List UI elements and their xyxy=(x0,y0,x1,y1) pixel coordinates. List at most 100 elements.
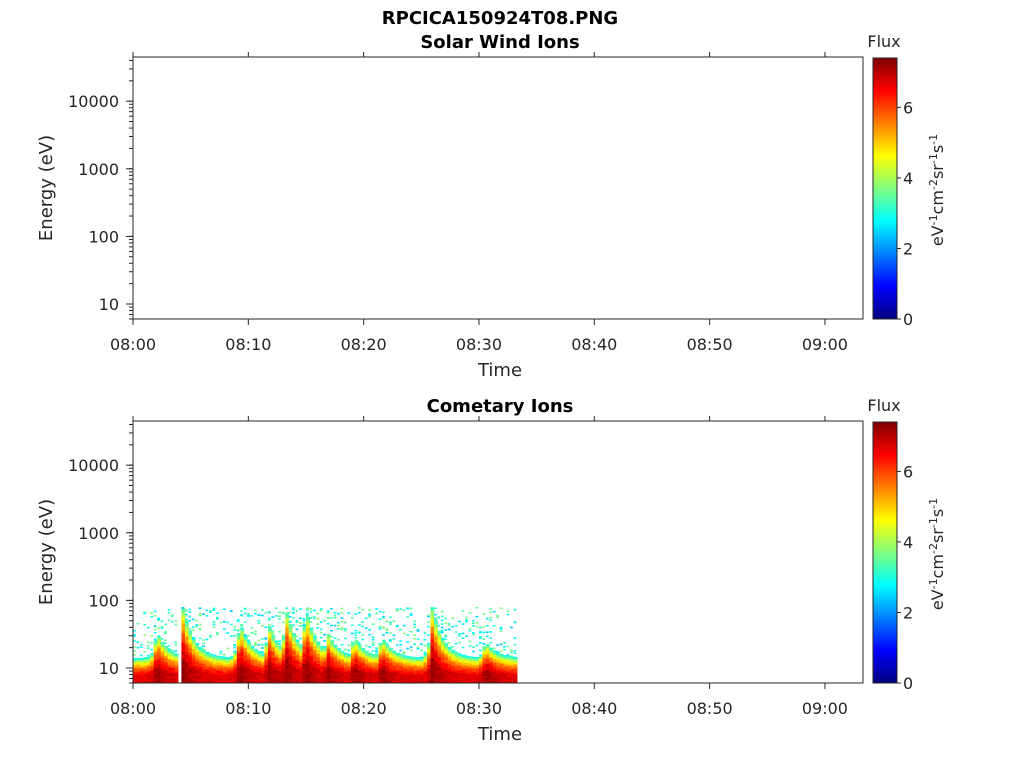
spectrogram-cell xyxy=(247,613,250,615)
spectrogram-cell xyxy=(229,610,233,612)
spectrogram-cell xyxy=(257,669,262,672)
spectrogram-cell xyxy=(236,653,241,657)
spectrogram-cell xyxy=(261,679,265,681)
spectrogram-cell xyxy=(319,676,324,679)
spectrogram-cell xyxy=(472,678,476,681)
spectrogram-cell xyxy=(340,607,344,610)
spectrogram-cell xyxy=(496,676,501,679)
spectrogram-cell xyxy=(174,659,179,662)
spectrogram-cell xyxy=(330,681,335,683)
spectrogram-cell xyxy=(499,669,504,672)
spectrogram-cell xyxy=(368,664,373,666)
spectrogram-cell xyxy=(451,652,456,655)
spectrogram-cell xyxy=(319,631,323,634)
spectrogram-cell xyxy=(406,672,411,675)
spectrogram-cell xyxy=(153,650,158,654)
spectrogram-cell xyxy=(143,663,148,666)
spectrogram-cell xyxy=(195,619,198,622)
spectrogram-cell xyxy=(375,680,380,683)
spectrogram-cell xyxy=(195,625,198,628)
spectrogram-cell xyxy=(292,653,297,657)
spectrogram-cell xyxy=(171,676,175,679)
spectrogram-cell xyxy=(288,675,293,679)
spectrogram-cell xyxy=(274,648,279,651)
spectrogram-cell xyxy=(433,625,438,629)
spectrogram-cell xyxy=(323,649,328,652)
spectrogram-cell xyxy=(285,656,290,660)
spectrogram-cell xyxy=(271,645,276,648)
spectrogram-cell xyxy=(174,623,178,626)
spectrogram-cell xyxy=(153,638,157,640)
spectrogram-cell xyxy=(416,678,421,681)
spectrogram-cell xyxy=(489,611,493,614)
spectrogram-cell xyxy=(267,664,272,668)
spectrogram-cell xyxy=(274,649,279,652)
spectrogram-cell xyxy=(344,669,348,671)
spectrogram-cell xyxy=(171,675,175,677)
spectrogram-cell xyxy=(496,653,501,656)
spectrogram-cell xyxy=(309,639,314,642)
spectrogram-cell xyxy=(299,658,303,661)
spectrogram-cell xyxy=(219,669,224,672)
spectrogram-cell xyxy=(496,660,501,662)
spectrogram-cell xyxy=(312,637,317,640)
spectrogram-cell xyxy=(195,672,200,676)
spectrogram-cell xyxy=(458,676,463,679)
spectrogram-cell xyxy=(240,639,245,642)
spectrogram-cell xyxy=(399,666,404,668)
spectrogram-cell xyxy=(399,674,404,677)
spectrogram-cell xyxy=(212,662,217,665)
spectrogram-cell xyxy=(399,681,404,683)
spectrogram-cell xyxy=(219,667,224,669)
spectrogram-cell xyxy=(243,679,248,682)
spectrogram-cell xyxy=(184,677,189,681)
spectrogram-cell xyxy=(375,671,380,674)
spectrogram-cell xyxy=(482,651,487,654)
spectrogram-cell xyxy=(447,641,451,644)
spectrogram-cell xyxy=(344,672,348,675)
spectrogram-cell xyxy=(357,660,362,663)
spectrogram-cell xyxy=(447,657,452,660)
spectrogram-cell xyxy=(271,669,276,672)
spectrogram-cell xyxy=(160,653,165,656)
spectrogram-cell xyxy=(375,663,380,666)
spectrogram-cell xyxy=(499,659,504,662)
spectrogram-cell xyxy=(150,656,155,659)
spectrogram-cell xyxy=(150,677,155,680)
spectrogram-cell xyxy=(465,661,469,663)
spectrogram-cell xyxy=(364,657,369,660)
spectrogram-cell xyxy=(361,675,366,678)
spectrogram-cell xyxy=(153,675,158,679)
spectrogram-cell xyxy=(489,662,494,665)
spectrogram-cell xyxy=(347,662,352,664)
spectrogram-cell xyxy=(309,680,314,683)
spectrogram-cell xyxy=(285,612,288,615)
spectrogram-cell xyxy=(447,648,452,651)
spectrogram-cell xyxy=(323,661,328,664)
spectrogram-cell xyxy=(274,670,279,673)
spectrogram-cell xyxy=(499,676,504,679)
spectrogram-cell xyxy=(243,675,248,678)
spectrogram-cell xyxy=(164,642,167,645)
spectrogram-cell xyxy=(440,679,445,682)
spectrogram-cell xyxy=(430,670,435,674)
spectrogram-cell xyxy=(492,658,497,661)
spectrogram-cell xyxy=(302,634,307,637)
spectrogram-cell xyxy=(392,669,397,672)
spectrogram-cell xyxy=(271,661,276,664)
spectrogram-cell xyxy=(472,681,476,683)
spectrogram-cell xyxy=(413,679,418,682)
spectrogram-cell xyxy=(236,678,241,682)
spectrogram-cell xyxy=(326,658,331,661)
spectrogram-cell xyxy=(319,656,324,659)
spectrogram-cell xyxy=(299,644,303,647)
spectrogram-cell xyxy=(506,668,511,670)
spectrogram-cell xyxy=(475,665,480,668)
spectrogram-cell xyxy=(167,674,172,677)
spectrogram-cell xyxy=(368,666,373,669)
spectrogram-cell xyxy=(209,667,213,669)
y-axis-label: Energy (eV) xyxy=(36,499,57,605)
spectrogram-cell xyxy=(389,674,393,677)
spectrogram-cell xyxy=(454,661,459,663)
